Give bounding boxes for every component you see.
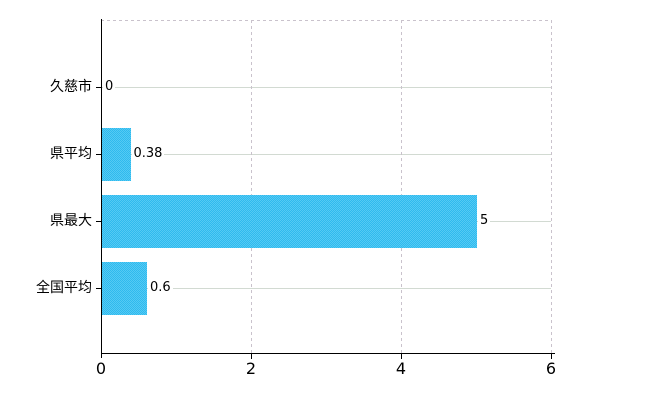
y-axis-tick — [96, 288, 101, 289]
bar — [102, 262, 147, 315]
bar-value-label: 0.6 — [148, 280, 173, 295]
x-axis-tick-label: 2 — [245, 359, 257, 378]
h-gridline — [101, 154, 551, 155]
bar-value-label: 5 — [478, 213, 491, 228]
x-axis-tick — [551, 353, 552, 359]
bar-value-label: 0.38 — [131, 146, 165, 161]
y-axis-line — [101, 19, 102, 358]
x-axis-tick — [251, 353, 252, 359]
h-gridline — [101, 87, 551, 88]
category-label: 全国平均 — [36, 280, 92, 296]
v-gridline — [251, 20, 252, 353]
x-axis-tick — [401, 353, 402, 359]
plot-right-border — [551, 20, 552, 353]
x-axis-line — [101, 353, 555, 354]
category-label: 久慈市 — [50, 79, 92, 95]
x-axis-tick-label: 4 — [395, 359, 407, 378]
category-label: 県平均 — [50, 146, 92, 162]
y-axis-tick — [96, 87, 101, 88]
v-gridline — [401, 20, 402, 353]
x-axis-tick-label: 6 — [545, 359, 557, 378]
x-axis-tick-label: 0 — [95, 359, 107, 378]
h-gridline — [101, 288, 551, 289]
bar — [102, 128, 131, 181]
plot-top-border — [101, 20, 551, 21]
bar — [102, 195, 477, 248]
y-axis-tick — [96, 221, 101, 222]
category-label: 県最大 — [50, 213, 92, 229]
y-axis-tick — [96, 154, 101, 155]
bar-value-label: 0 — [103, 79, 116, 94]
